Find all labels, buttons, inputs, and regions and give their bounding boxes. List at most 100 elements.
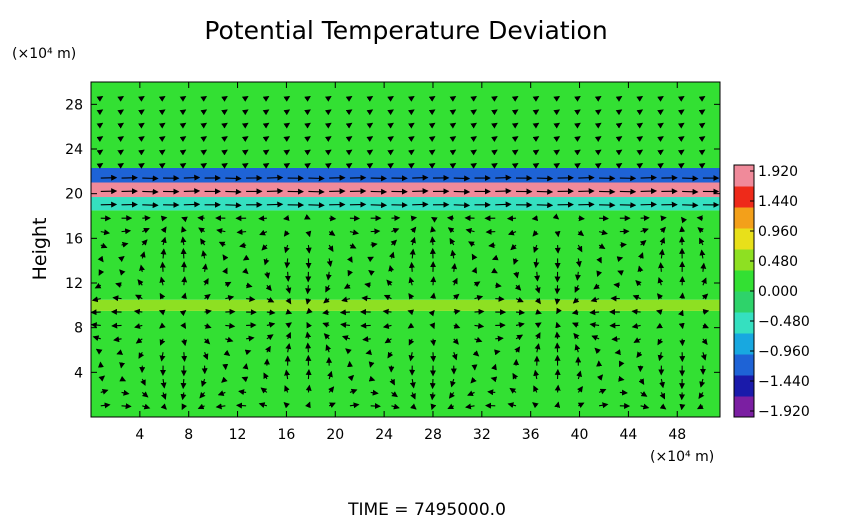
colorbar-swatch [734, 228, 754, 250]
wind-arrow [536, 202, 554, 209]
wind-arrow [305, 285, 312, 295]
wind-arrow [515, 296, 524, 303]
wind-arrow [323, 333, 331, 340]
wind-arrow [222, 267, 228, 275]
wind-arrow [698, 136, 706, 143]
wind-arrow [328, 386, 335, 393]
wind-arrow [677, 162, 685, 169]
wind-arrow [470, 162, 477, 169]
wind-arrow [198, 227, 205, 234]
wind-arrow [410, 236, 416, 246]
wind-arrow [682, 175, 699, 182]
wind-arrow [306, 307, 313, 315]
wind-arrow [410, 403, 417, 410]
wind-arrow [141, 239, 148, 246]
wind-arrow [408, 352, 415, 362]
wind-arrow [698, 109, 706, 116]
wind-arrow [554, 230, 561, 238]
wind-arrow [370, 389, 379, 396]
wind-arrow [200, 109, 208, 116]
wind-arrow [534, 343, 541, 353]
wind-arrow [507, 402, 517, 409]
y-tick-label: 4 [74, 365, 83, 381]
wind-arrow [449, 136, 457, 143]
wind-arrow [678, 309, 684, 317]
wind-arrow [532, 402, 539, 409]
wind-arrow [532, 95, 540, 102]
wind-arrow [470, 109, 477, 116]
wind-arrow [341, 335, 351, 341]
wind-arrow [339, 309, 350, 316]
wind-arrow [202, 352, 209, 360]
wind-arrow [142, 403, 151, 410]
wind-arrow [470, 122, 477, 129]
wind-arrow [225, 175, 242, 182]
wind-arrow [701, 293, 709, 300]
wind-arrow [159, 261, 166, 272]
colorbar-tick-label: −1.920 [758, 404, 810, 420]
wind-arrow [96, 95, 104, 102]
wind-arrow [345, 95, 353, 102]
wind-arrow [660, 215, 667, 222]
wind-arrow [343, 283, 351, 289]
wind-arrow [632, 294, 641, 301]
plot-area [91, 82, 720, 417]
colorbar-tick-label: 1.920 [758, 164, 798, 180]
wind-arrow [470, 149, 477, 156]
wind-arrow [533, 369, 540, 380]
wind-arrow [138, 149, 145, 156]
wind-arrow [113, 336, 122, 343]
wind-arrow [532, 122, 540, 129]
wind-arrow [349, 229, 359, 236]
wind-arrow [698, 95, 706, 102]
wind-arrow [160, 226, 167, 234]
wind-arrow [119, 375, 127, 382]
wind-arrow [446, 215, 454, 222]
wind-arrow [470, 136, 477, 143]
wind-arrow [345, 122, 353, 129]
wind-arrow [285, 297, 292, 305]
wind-arrow [329, 215, 337, 222]
wind-arrow [677, 109, 685, 116]
wind-arrow [180, 378, 187, 390]
wind-arrow [203, 278, 209, 286]
wind-arrow [636, 162, 644, 169]
wind-arrow [96, 162, 104, 169]
wind-arrow [179, 136, 187, 143]
x-tick-label: 12 [229, 427, 247, 443]
wind-arrow [141, 391, 149, 398]
wind-arrow [366, 162, 374, 169]
wind-arrow [474, 308, 485, 315]
wind-arrow [326, 258, 333, 267]
wind-arrow [449, 162, 457, 169]
wind-arrow [323, 297, 330, 304]
wind-arrow [698, 122, 706, 129]
wind-arrow [408, 162, 415, 169]
wind-arrow [452, 338, 459, 345]
wind-arrow [532, 149, 540, 156]
wind-arrow [304, 136, 311, 143]
wind-arrow [471, 266, 478, 274]
wind-arrow [262, 122, 270, 129]
colorbar-tick-label: −0.480 [758, 314, 810, 330]
wind-arrow [111, 322, 122, 329]
wind-arrow [200, 95, 208, 102]
wind-arrow [366, 109, 374, 116]
wind-arrow [408, 276, 415, 286]
wind-arrow [554, 244, 561, 254]
wind-arrow [200, 378, 207, 388]
wind-arrow [135, 294, 143, 301]
wind-arrow [117, 149, 125, 156]
wind-arrow [410, 392, 416, 400]
wind-arrow [222, 254, 229, 261]
wind-arrow [514, 284, 522, 291]
x-tick-label: 44 [619, 427, 637, 443]
wind-arrow [656, 309, 663, 316]
wind-arrow [591, 335, 600, 341]
wind-arrow [491, 162, 498, 169]
wind-arrow [507, 229, 517, 236]
wind-arrow [574, 149, 581, 156]
wind-arrow [265, 284, 272, 292]
wind-arrow [262, 95, 270, 102]
wind-arrow [92, 335, 101, 342]
